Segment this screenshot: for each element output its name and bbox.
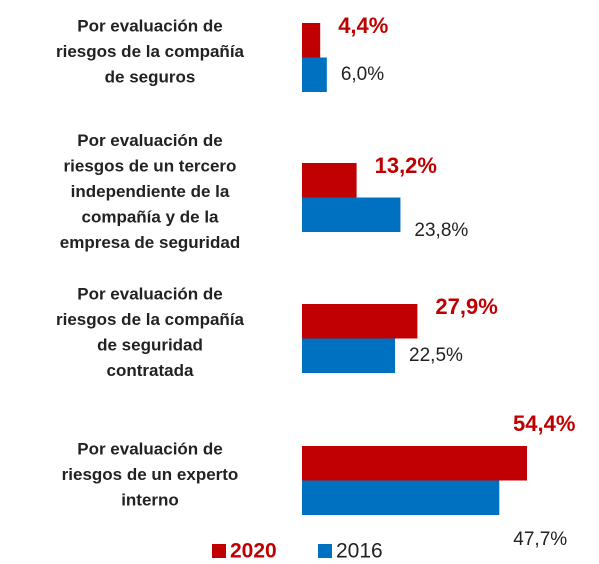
value-label: 47,7% [513,529,567,550]
category-label: compañía y de la [82,207,220,226]
value-label: 13,2% [375,153,437,178]
category-label: Por evaluación de [77,131,223,150]
category-label: riesgos de un tercero [64,156,237,175]
category-label: riesgos de un experto [62,465,239,484]
bar [302,338,396,373]
bar [302,23,321,58]
category-label: de seguros [105,67,196,86]
category-label: riesgos de la compañía [56,42,245,61]
category-label: riesgos de la compañía [56,310,245,329]
category-label: Por evaluación de [77,285,223,304]
category-label: independiente de la [71,182,230,201]
bar [302,480,500,515]
legend-swatch [212,544,226,558]
bar [302,57,327,92]
value-label: 23,8% [414,220,468,241]
bar [302,304,418,339]
bar [302,197,401,232]
category-label: Por evaluación de [77,439,223,458]
legend-label: 2016 [336,540,383,563]
legend-label: 2020 [230,540,277,563]
category-label: de seguridad [97,336,203,355]
bar [302,446,527,481]
legend-swatch [318,544,332,558]
value-label: 4,4% [338,13,388,38]
value-label: 6,0% [341,64,384,85]
value-label: 27,9% [435,294,497,319]
category-label: Por evaluación de [77,16,223,35]
value-label: 54,4% [513,411,575,436]
bar [302,163,357,198]
value-label: 22,5% [409,345,463,366]
category-label: contratada [107,361,194,380]
category-label: empresa de seguridad [60,233,240,252]
category-label: interno [121,490,179,509]
